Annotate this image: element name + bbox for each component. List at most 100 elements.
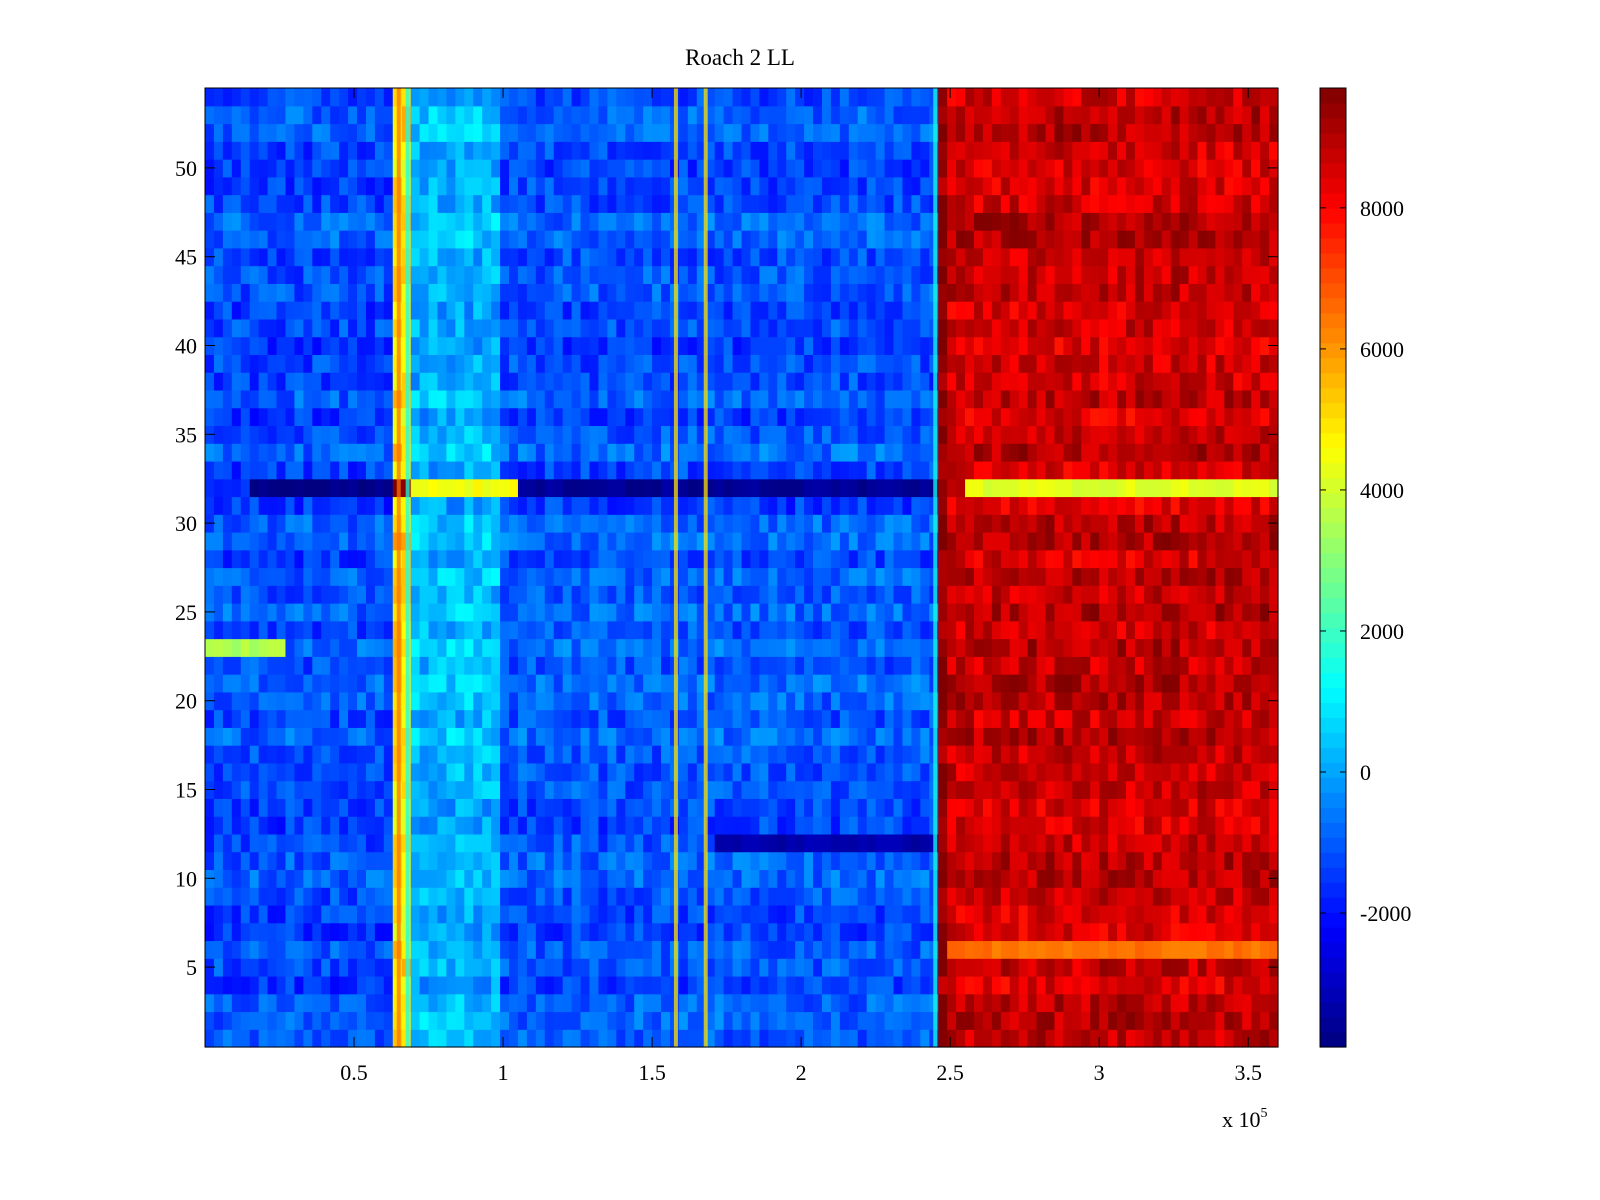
heatmap-cell [1090, 816, 1100, 835]
heatmap-cell [956, 460, 966, 480]
heatmap-cell [857, 851, 868, 871]
heatmap-cell [732, 478, 743, 498]
heatmap-cell [464, 975, 474, 995]
heatmap-cell [920, 549, 930, 569]
heatmap-cell [750, 975, 760, 995]
heatmap-cell [437, 1011, 448, 1030]
heatmap-cell [553, 620, 564, 640]
heatmap-cell [714, 585, 725, 604]
heatmap-cell [1000, 318, 1011, 338]
heatmap-cell [1134, 904, 1145, 924]
heatmap-cell [303, 514, 313, 533]
heatmap-cell [1108, 904, 1118, 924]
heatmap-cell [750, 833, 760, 853]
heatmap-cell [205, 443, 215, 462]
heatmap-cell [661, 727, 671, 746]
heatmap-cell [1090, 318, 1100, 338]
heatmap-cell [768, 425, 778, 444]
heatmap-cell [1134, 585, 1145, 604]
heatmap-cell [222, 922, 233, 942]
heatmap-cell [240, 745, 251, 764]
heatmap-cell [321, 727, 331, 746]
heatmap-cell [1108, 674, 1118, 693]
heatmap-cell [339, 727, 349, 746]
heatmap-cell [1045, 549, 1056, 569]
heatmap-cell [1215, 727, 1225, 746]
heatmap-cell [1090, 443, 1100, 462]
heatmap-cell [1269, 585, 1279, 604]
heatmap-cell [562, 869, 573, 888]
heatmap-cell [1251, 389, 1261, 409]
heatmap-cell [330, 727, 340, 746]
heatmap-cell [473, 318, 483, 338]
heatmap-cell [625, 585, 635, 604]
heatmap-cell [482, 993, 492, 1013]
heatmap-cell [544, 372, 555, 391]
heatmap-cell [1170, 372, 1181, 391]
heatmap-cell [1134, 425, 1145, 444]
heatmap-cell [813, 318, 823, 338]
heatmap-cell [428, 443, 439, 462]
heatmap-cell [455, 833, 465, 853]
heatmap-cell [1027, 745, 1038, 764]
heatmap-cell [652, 549, 662, 569]
heatmap-row [205, 798, 1279, 817]
heatmap-cell [419, 922, 430, 942]
heatmap-cell [1242, 993, 1252, 1013]
heatmap-cell [285, 425, 296, 444]
heatmap-cell [428, 620, 439, 640]
heatmap-cell [580, 443, 591, 462]
heatmap-cell [991, 531, 1002, 551]
heatmap-cell [312, 620, 322, 640]
heatmap-cell [821, 851, 832, 871]
heatmap-cell [678, 478, 689, 498]
heatmap-cell [1260, 709, 1270, 728]
heatmap-cell [1054, 1011, 1064, 1030]
heatmap-cell [321, 745, 331, 764]
heatmap-cell [1018, 674, 1029, 693]
heatmap-cell [491, 975, 501, 995]
heatmap-cell [562, 1011, 573, 1030]
heatmap-cell [795, 869, 805, 888]
heatmap-cell [303, 940, 313, 959]
heatmap-cell [1117, 745, 1127, 764]
heatmap-cell [866, 425, 877, 444]
heatmap-cell [634, 993, 644, 1013]
heatmap-cell [437, 478, 448, 498]
heatmap-cell [222, 389, 233, 409]
heatmap-cell [231, 674, 242, 693]
heatmap-cell [857, 567, 868, 586]
heatmap-cell [509, 780, 519, 799]
heatmap-cell [1233, 691, 1243, 711]
heatmap-cell [589, 1011, 600, 1030]
heatmap-cell [571, 389, 582, 409]
heatmap-cell [1152, 745, 1163, 764]
heatmap-cell [544, 993, 555, 1013]
heatmap-cell [526, 336, 537, 355]
heatmap-cell [410, 372, 421, 391]
heatmap-cell [553, 354, 564, 373]
heatmap-cell [1161, 833, 1172, 853]
heatmap-cell [231, 514, 242, 533]
heatmap-cell [1125, 975, 1136, 995]
heatmap-cell [491, 745, 501, 764]
heatmap-cell [535, 887, 546, 906]
heatmap-cell [285, 904, 296, 924]
heatmap-cell [607, 904, 617, 924]
heatmap-cell [357, 1011, 367, 1030]
heatmap-cell [1009, 1029, 1020, 1048]
heatmap-cell [947, 389, 957, 409]
heatmap-cell [383, 922, 394, 942]
heatmap-cell [634, 407, 644, 427]
heatmap-cell [1054, 993, 1064, 1013]
heatmap-cell [777, 407, 787, 427]
heatmap-cell [607, 585, 617, 604]
heatmap-cell [294, 851, 304, 871]
heatmap-cell [517, 887, 528, 906]
heatmap-cell [267, 478, 278, 498]
heatmap-cell [258, 638, 269, 657]
heatmap-cell [571, 531, 582, 551]
heatmap-cell [285, 691, 296, 711]
heatmap-cell [741, 869, 752, 888]
heatmap-cell [285, 958, 296, 977]
